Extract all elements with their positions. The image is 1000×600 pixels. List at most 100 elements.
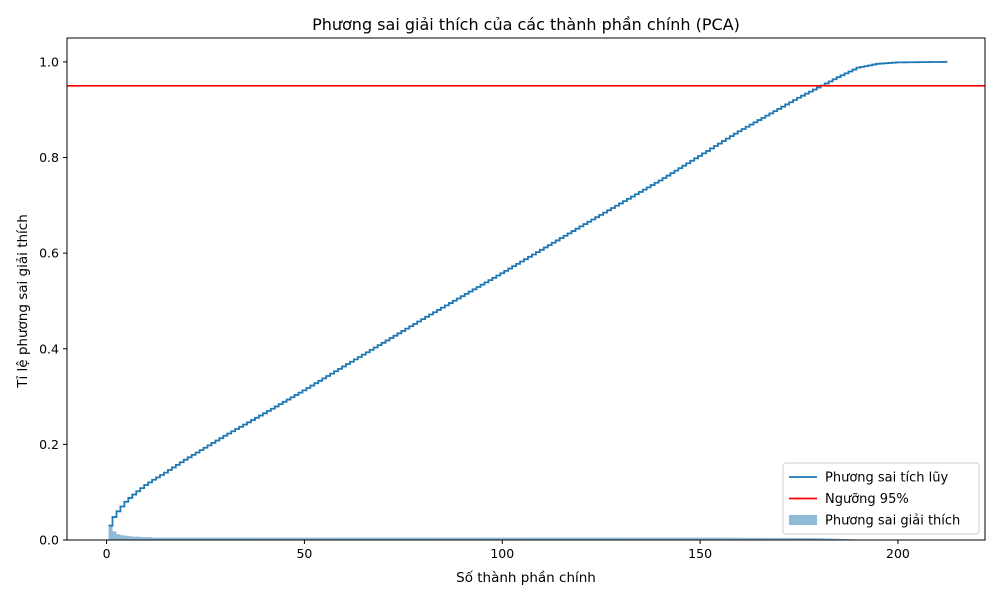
explained-variance-bar (531, 537, 536, 540)
explained-variance-bar (108, 525, 113, 540)
explained-variance-bar (258, 537, 263, 540)
explained-variance-bars (108, 525, 873, 540)
explained-variance-bar (702, 537, 707, 540)
explained-variance-bar (373, 537, 378, 540)
explained-variance-bar (547, 537, 552, 540)
explained-variance-bar (508, 537, 513, 540)
explained-variance-bar (690, 537, 695, 540)
explained-variance-bar (797, 538, 802, 540)
explained-variance-bar (262, 537, 267, 540)
explained-variance-bar (349, 537, 354, 540)
explained-variance-bar (278, 537, 283, 540)
x-tick-label: 50 (296, 546, 312, 561)
explained-variance-bar (207, 537, 212, 540)
explained-variance-bar (567, 537, 572, 540)
explained-variance-bar (175, 537, 180, 540)
explained-variance-bar (219, 537, 224, 540)
legend-box (782, 462, 980, 535)
explained-variance-bar (254, 537, 259, 540)
explained-variance-bar (757, 537, 762, 540)
x-tick-label: 100 (490, 546, 514, 561)
explained-variance-bar (666, 537, 671, 540)
explained-variance-bar (235, 537, 240, 540)
explained-variance-bar (492, 537, 497, 540)
explained-variance-bar (634, 537, 639, 540)
explained-variance-bar (156, 537, 160, 540)
explained-variance-bar (622, 537, 627, 540)
explained-variance-bar (231, 537, 236, 540)
explained-variance-bar (270, 537, 275, 540)
explained-variance-bar (812, 538, 817, 540)
explained-variance-bar (136, 536, 141, 540)
explained-variance-bar (286, 537, 291, 540)
explained-variance-bar (456, 537, 461, 540)
explained-variance-bar (559, 537, 564, 540)
explained-variance-bar (163, 537, 168, 540)
explained-variance-bar (330, 537, 335, 540)
explained-variance-bar (789, 537, 794, 540)
explained-variance-bar (630, 537, 635, 540)
explained-variance-bar (405, 537, 410, 540)
explained-variance-bar (239, 537, 244, 540)
explained-variance-bar (535, 537, 540, 540)
explained-variance-bar (116, 534, 121, 540)
explained-variance-bar (476, 537, 481, 540)
explained-variance-bar (615, 537, 619, 540)
explained-variance-bar (769, 537, 774, 540)
explained-variance-bar (654, 537, 659, 540)
explained-variance-bar (318, 537, 323, 540)
explained-variance-bar (626, 537, 631, 540)
explained-variance-bar (555, 537, 560, 540)
explained-variance-bar (836, 538, 841, 540)
explained-variance-bar (583, 537, 588, 540)
explained-variance-bar (357, 537, 362, 540)
explained-variance-bar (824, 538, 829, 540)
explained-variance-bar (413, 537, 418, 540)
explained-variance-bar (603, 537, 608, 540)
explained-variance-bar (203, 537, 208, 540)
explained-variance-bar (361, 537, 366, 540)
explained-variance-bar (393, 537, 398, 540)
explained-variance-bar (674, 537, 679, 540)
explained-variance-bar (144, 537, 149, 540)
explained-variance-bar (500, 537, 505, 540)
explained-variance-bar (167, 537, 172, 540)
explained-variance-bar (464, 537, 469, 540)
explained-variance-bar (646, 537, 651, 540)
explained-variance-bar (429, 537, 434, 540)
explained-variance-bar (611, 537, 616, 540)
explained-variance-bar (334, 537, 339, 540)
explained-variance-bar (551, 537, 556, 540)
explained-variance-bar (488, 537, 493, 540)
legend-label: Phương sai giải thích (825, 514, 960, 529)
explained-variance-bar (322, 537, 327, 540)
explained-variance-bar (520, 537, 525, 540)
explained-variance-bar (607, 537, 612, 540)
explained-variance-bar (183, 537, 188, 540)
explained-variance-bar (472, 537, 477, 540)
explained-variance-bar (638, 537, 643, 540)
legend-label: Ngưỡng 95% (825, 492, 909, 507)
explained-variance-bar (421, 537, 426, 540)
explained-variance-bar (773, 537, 778, 540)
explained-variance-bar (274, 537, 279, 540)
explained-variance-bar (425, 537, 430, 540)
explained-variance-bar (725, 537, 730, 540)
explained-variance-bar (342, 537, 346, 540)
explained-variance-bar (840, 538, 845, 540)
explained-variance-bar (599, 537, 604, 540)
explained-variance-bar (662, 537, 667, 540)
explained-variance-bar (761, 537, 766, 540)
explained-variance-bar (377, 537, 382, 540)
explained-variance-bar (409, 537, 414, 540)
explained-variance-bar (820, 538, 825, 540)
explained-variance-bar (353, 537, 358, 540)
explained-variance-bar (516, 537, 521, 540)
explained-variance-bar (250, 537, 255, 540)
explained-variance-bar (436, 537, 441, 540)
explained-variance-bar (543, 537, 548, 540)
explained-variance-bar (401, 537, 406, 540)
explained-variance-bar (298, 537, 303, 540)
explained-variance-bar (539, 537, 544, 540)
explained-variance-bar (140, 537, 145, 540)
